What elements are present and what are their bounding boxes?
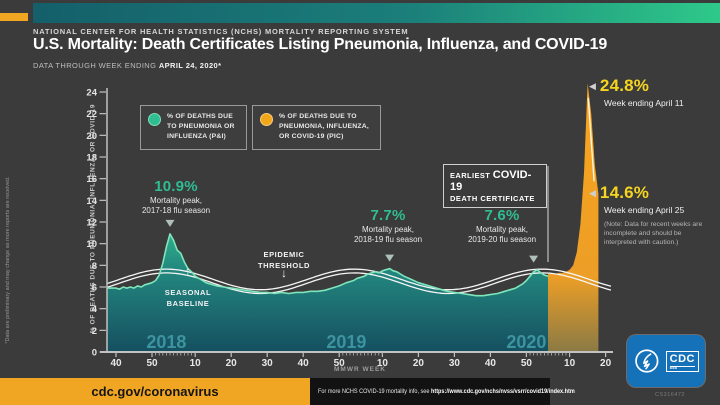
annotation-peak-2018: 10.9% Mortality peak, 2017-18 flu season [121,178,231,217]
peak-2018-value: 10.9% [154,178,198,195]
footer-info-url[interactable]: https://www.cdc.gov/nchs/nvss/vsrr/covid… [430,388,575,395]
svg-text:24: 24 [86,88,97,99]
svg-text:14: 14 [86,196,97,207]
pic-peak-caption: Week ending April 11 [604,98,684,108]
annotation-peak-2019: 7.7% Mortality peak, 2018-19 flu season [333,207,443,246]
svg-text:8: 8 [92,261,97,272]
callout-pic-peak: ◀ 24.8% Week ending April 11 [589,76,714,108]
svg-text:18: 18 [86,153,97,164]
year-labels: 2018 2019 2020 [146,332,546,352]
svg-text:20: 20 [226,358,238,369]
pni-legend-label: % OF DEATHS DUE TO PNEUMONIA OR INFLUENZ… [167,113,235,140]
cdc-logo[interactable]: CDC ≋≋≋ [627,335,705,387]
hhs-eagle-icon [635,349,659,373]
x-axis-title: MMWR WEEK [334,366,386,373]
pni-legend-dot-icon [148,113,161,126]
footer-info-prefix: For more NCHS COVID-19 mortality info, s… [318,388,431,395]
pic-latest-caption: Week ending April 25 [604,205,685,215]
svg-text:20: 20 [413,358,425,369]
data-through-date: APRIL 24, 2020* [158,61,222,70]
peak-2019-value: 7.7% [370,207,406,224]
header-yellow-accent [0,13,28,21]
earliest-covid-callout: EARLIEST COVID-19 DEATH CERTIFICATE [443,164,547,208]
header-gradient-bar [33,3,720,23]
page-title: U.S. Mortality: Death Certificates Listi… [33,36,608,53]
svg-text:20: 20 [86,131,97,142]
svg-text:10: 10 [564,358,576,369]
svg-text:16: 16 [86,174,97,185]
legend-pic: % OF DEATHS DUE TO PNEUMONIA, INFLUENZA,… [252,105,381,150]
cdc-logo-text: CDC ≋≋≋ [665,350,699,372]
pic-peak-value: 24.8% [599,76,650,95]
seasonal-baseline-label: SEASONAL BASELINE [164,288,212,308]
baseline-threshold-curves [106,268,612,295]
pic-legend-label: % OF DEATHS DUE TO PNEUMONIA, INFLUENZA,… [279,113,369,140]
chart-area-fills [107,83,599,353]
series-edge-lines [107,97,595,297]
svg-text:12: 12 [86,218,97,229]
svg-text:40: 40 [110,358,122,369]
epidemic-threshold-label: EPIDEMIC THRESHOLD [257,250,311,270]
document-id: CS316472 [655,392,685,398]
footer-cdc-link[interactable]: cdc.gov/coronavirus [91,384,219,399]
svg-text:20: 20 [600,358,612,369]
svg-text:30: 30 [449,358,461,369]
svg-text:6: 6 [92,283,97,294]
svg-text:50: 50 [334,358,346,369]
footer-cdc-link-box: cdc.gov/coronavirus [0,378,310,405]
data-through-line: DATA THROUGH WEEK ENDING APRIL 24, 2020* [33,61,221,70]
svg-text:40: 40 [485,358,497,369]
peak-2020-value: 7.6% [484,207,520,224]
svg-text:2: 2 [92,326,97,337]
pic-legend-dot-icon [260,113,273,126]
svg-text:50: 50 [146,358,158,369]
svg-text:22: 22 [86,109,97,120]
legend-pni: % OF DEATHS DUE TO PNEUMONIA OR INFLUENZ… [140,105,247,150]
header-kicker: NATIONAL CENTER FOR HEALTH STATISTICS (N… [33,27,409,36]
data-through-prefix: DATA THROUGH WEEK ENDING [33,61,159,70]
svg-text:10: 10 [190,358,202,369]
svg-text:2018: 2018 [146,332,186,352]
svg-text:10: 10 [377,358,389,369]
footer-info-bar: For more NCHS COVID-19 mortality info, s… [310,378,575,405]
svg-text:40: 40 [298,358,310,369]
svg-text:4: 4 [92,304,98,315]
pic-latest-value: 14.6% [599,183,650,202]
up-arrow-icon: ↑ [185,264,191,278]
down-arrow-icon: ↓ [281,266,287,280]
left-arrow-icon: ◀ [589,187,596,198]
svg-text:50: 50 [521,358,533,369]
svg-text:2019: 2019 [326,332,366,352]
svg-text:30: 30 [262,358,274,369]
callout-pic-latest: ◀ 14.6% Week ending April 25 (Note: Data… [589,183,714,248]
svg-text:0: 0 [92,348,97,359]
annotation-peak-2020: 7.6% Mortality peak, 2019-20 flu season [447,207,557,246]
left-arrow-icon: ◀ [589,80,596,91]
peak-markers [165,166,549,263]
svg-text:10: 10 [86,239,97,250]
caution-note: (Note: Data for recent weeks are incompl… [604,221,703,247]
svg-text:2020: 2020 [506,332,546,352]
